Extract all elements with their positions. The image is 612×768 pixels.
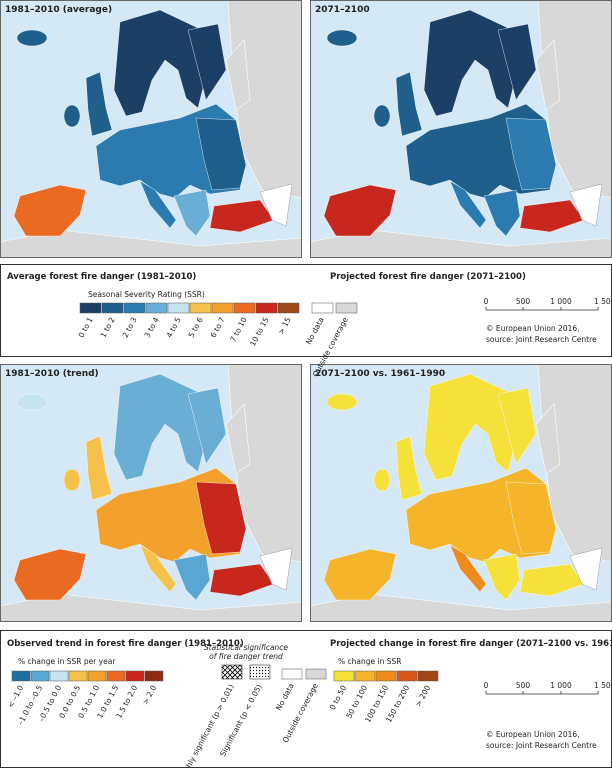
legend-swatch — [375, 670, 397, 682]
no-data-swatch — [311, 302, 334, 314]
credit: source: Joint Research Centre — [486, 741, 597, 750]
scale-label: 0 — [484, 297, 489, 306]
outside-swatch — [335, 302, 358, 314]
map-panel: 1981–2010 (trend) — [0, 364, 302, 622]
scale-label: 500 — [516, 297, 531, 306]
legend-swatch — [30, 670, 50, 682]
legend-swatch — [167, 302, 190, 314]
legend-swatch — [233, 302, 256, 314]
legend-swatch — [11, 670, 31, 682]
legend-subtitle: % change in SSR per year — [18, 657, 116, 666]
legend-swatch — [277, 302, 300, 314]
legend-subtitle: of fire danger trend — [209, 652, 283, 661]
scale-label: 1 000 — [550, 297, 572, 306]
scale-label: 0 — [484, 681, 489, 690]
legend-swatch — [101, 302, 124, 314]
legend-title: Observed trend in forest fire danger (19… — [7, 639, 244, 649]
legend-swatch — [68, 670, 88, 682]
scale-label: 1 500 km — [594, 681, 612, 690]
dot-swatch — [249, 664, 271, 680]
scale-label: 1 500 km — [594, 297, 612, 306]
panel-title: 1981–2010 (trend) — [5, 369, 99, 379]
legend-swatch — [354, 670, 376, 682]
legend-subtitle: Statistical significance — [204, 643, 288, 652]
legend-title: Average forest fire danger (1981–2010) — [7, 272, 196, 282]
panel-title: 2071–2100 vs. 1961–1990 — [315, 369, 445, 379]
legend-swatch — [145, 302, 168, 314]
legend-swatch — [417, 670, 439, 682]
legend-subtitle: Seasonal Severity Rating (SSR) — [88, 290, 205, 299]
legend-swatch — [123, 302, 146, 314]
credit: source: Joint Research Centre — [486, 335, 597, 344]
panel-title: 1981–2010 (average) — [5, 5, 112, 15]
map-panel: 2071–2100 — [310, 0, 612, 258]
credit: © European Union 2016, — [486, 324, 580, 333]
legend-swatch — [255, 302, 278, 314]
hatch-swatch — [221, 664, 243, 680]
legend-swatch — [211, 302, 234, 314]
legend-subtitle: % change in SSR — [338, 657, 401, 666]
outside-swatch — [305, 668, 327, 680]
legend-swatch — [87, 670, 107, 682]
legend-title: Projected forest fire danger (2071–2100) — [330, 272, 526, 282]
legend-swatch — [189, 302, 212, 314]
legend-swatch — [333, 670, 355, 682]
legend-swatch — [396, 670, 418, 682]
map-panel: 1981–2010 (average) — [0, 0, 302, 258]
no-data-swatch — [281, 668, 303, 680]
map-panel: 2071–2100 vs. 1961–1990 — [310, 364, 612, 622]
legend-swatch — [49, 670, 69, 682]
panel-title: 2071–2100 — [315, 5, 370, 15]
credit: © European Union 2016, — [486, 730, 580, 739]
legend-swatch — [125, 670, 145, 682]
legend-title: Projected change in forest fire danger (… — [330, 639, 612, 649]
legend-swatch — [106, 670, 126, 682]
legend-swatch — [144, 670, 164, 682]
scale-label: 1 000 — [550, 681, 572, 690]
scale-label: 500 — [516, 681, 531, 690]
legend-swatch — [79, 302, 102, 314]
